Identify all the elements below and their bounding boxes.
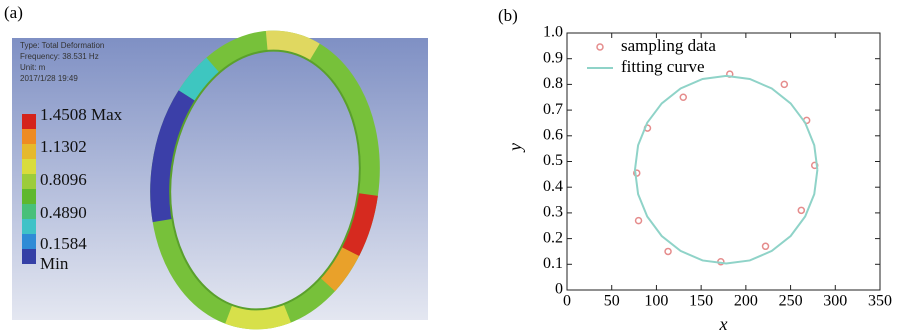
y-tick-label: 0.8	[543, 75, 563, 92]
x-tick-label: 200	[734, 293, 758, 310]
x-tick-label: 250	[779, 293, 803, 310]
sample-point	[763, 243, 769, 249]
scale-label: 0.8096	[40, 170, 87, 189]
sample-point	[680, 94, 686, 100]
header-line: 2017/1/28 19:49	[20, 74, 78, 83]
x-tick-label: 100	[644, 293, 668, 310]
y-tick-label: 0	[555, 281, 563, 298]
y-tick-label: 0.7	[543, 101, 563, 118]
plot-frame	[567, 33, 880, 290]
legend-label: sampling data	[621, 36, 716, 55]
scale-label: 1.1302	[40, 137, 87, 156]
legend-marker	[597, 44, 603, 50]
scale-label: 0.1584	[40, 234, 87, 253]
y-tick-label: 0.4	[543, 178, 563, 195]
sample-point	[798, 207, 804, 213]
scale-label: Min	[40, 254, 69, 273]
panel-label: (a)	[4, 3, 23, 22]
scale-label: 1.4508 Max	[40, 105, 123, 124]
x-tick-label: 50	[604, 293, 620, 310]
x-tick-label: 350	[868, 293, 892, 310]
sample-point	[781, 81, 787, 87]
x-tick-label: 0	[563, 293, 571, 310]
figure: (a) Type: Total Deformation Frequency: 38…	[0, 0, 914, 335]
y-tick-label: 1.0	[543, 24, 563, 41]
y-tick-label: 0.3	[543, 204, 563, 221]
y-tick-label: 0.6	[543, 126, 563, 143]
color-scale	[22, 114, 36, 264]
panel-label: (b)	[498, 6, 518, 25]
legend-label: fitting curve	[621, 57, 705, 76]
y-tick-label: 0.2	[543, 229, 563, 246]
sample-point	[636, 218, 642, 224]
sample-point	[665, 248, 671, 254]
x-tick-label: 150	[689, 293, 713, 310]
y-axis-label: y	[505, 143, 525, 153]
y-tick-label: 0.5	[543, 152, 563, 169]
header-line: Frequency: 38.531 Hz	[20, 52, 99, 61]
x-axis-label: x	[719, 314, 728, 334]
x-tick-label: 300	[823, 293, 847, 310]
fitting-curve	[635, 76, 817, 264]
y-tick-label: 0.9	[543, 49, 563, 66]
scale-label: 0.4890	[40, 203, 87, 222]
header-line: Unit: m	[20, 63, 46, 72]
y-tick-label: 0.1	[543, 255, 563, 272]
header-line: Type: Total Deformation	[20, 41, 104, 50]
